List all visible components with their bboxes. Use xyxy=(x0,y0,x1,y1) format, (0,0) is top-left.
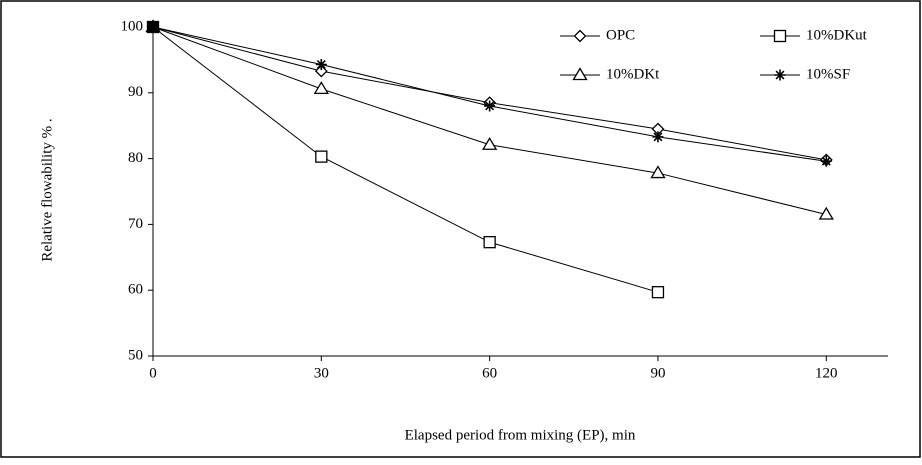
legend-label: 10%DKt xyxy=(606,66,660,82)
data-point xyxy=(652,131,664,143)
data-point xyxy=(484,100,496,112)
data-point xyxy=(313,81,329,95)
legend-marker xyxy=(573,29,587,43)
y-tick-label: 50 xyxy=(128,347,143,363)
y-tick-label: 80 xyxy=(128,150,143,166)
data-point xyxy=(147,21,159,33)
x-tick-label: 60 xyxy=(482,365,497,381)
x-tick-label: 0 xyxy=(149,365,157,381)
x-tick-label: 90 xyxy=(650,365,665,381)
series-line xyxy=(152,26,659,293)
data-point xyxy=(315,150,328,163)
y-tick-label: 60 xyxy=(128,282,143,298)
legend-label: OPC xyxy=(606,27,635,43)
y-tick-label: 90 xyxy=(128,84,143,100)
y-tick-label: 100 xyxy=(121,18,144,34)
data-point xyxy=(482,137,498,150)
y-axis-label: Relative flowability % . xyxy=(39,118,55,261)
x-axis-label: Elapsed period from mixing (EP), min xyxy=(405,427,636,443)
data-point xyxy=(315,59,327,71)
data-point xyxy=(820,155,832,167)
legend-label: 10%DKut xyxy=(806,27,868,43)
legend-marker xyxy=(774,69,786,81)
x-tick-label: 120 xyxy=(815,365,838,381)
x-tick-label: 30 xyxy=(314,365,329,381)
legend-marker xyxy=(773,29,787,43)
legend-marker xyxy=(572,67,588,81)
y-tick-label: 70 xyxy=(128,216,143,232)
data-point xyxy=(483,236,496,249)
legend-label: 10%SF xyxy=(806,66,850,82)
data-point xyxy=(818,206,834,220)
data-point xyxy=(651,286,665,299)
data-point xyxy=(650,165,666,179)
